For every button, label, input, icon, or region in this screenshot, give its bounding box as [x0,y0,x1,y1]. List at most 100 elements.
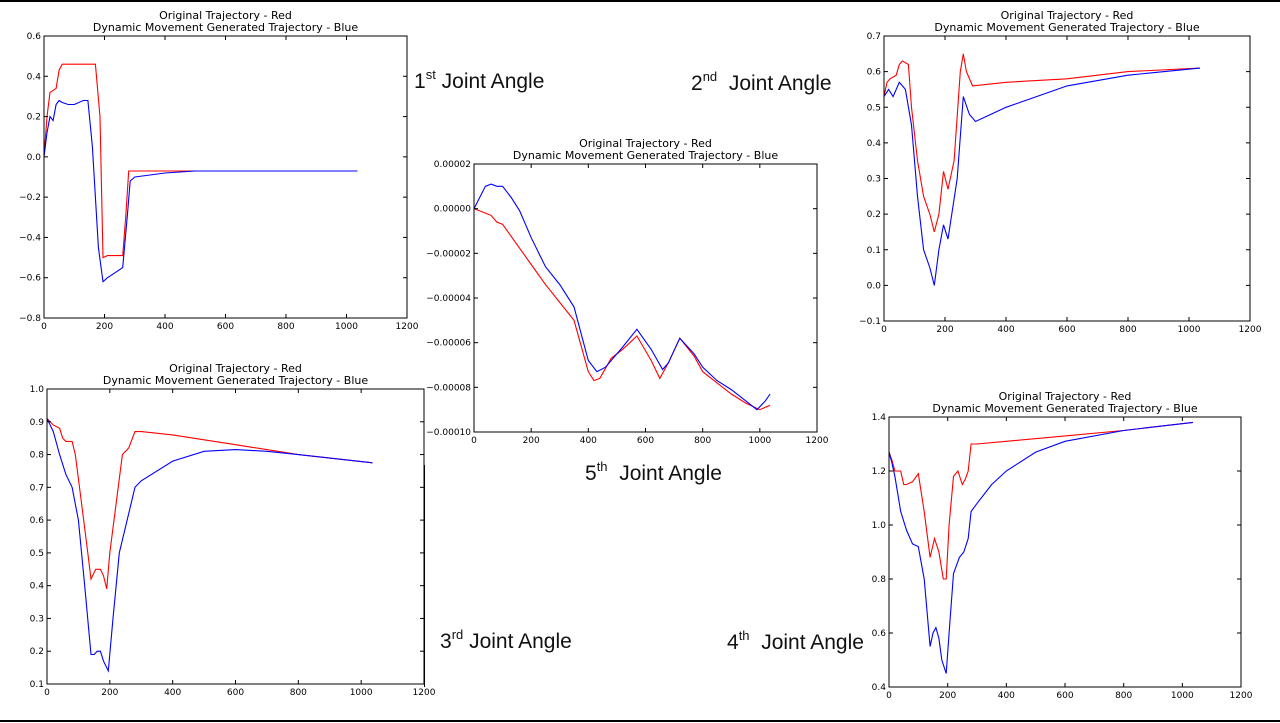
chart-subtitle: Dynamic Movement Generated Trajectory - … [513,149,778,162]
y-tick-label: 0.9 [30,418,45,428]
x-tick-label: 1200 [413,688,436,698]
x-tick-label: 800 [694,436,711,446]
caption-joint-1: 1st Joint Angle [414,67,545,93]
bottom-border-line [0,720,1280,722]
series-generated-line [47,418,373,673]
y-tick-label: 0.4 [872,683,887,693]
y-tick-label: 0.4 [27,72,42,82]
chart-title: Original Trajectory - Red [579,137,712,150]
x-tick-label: 200 [101,688,118,698]
x-tick-label: 0 [41,322,47,332]
y-tick-label: 0.8 [872,575,887,585]
x-tick-label: 0 [886,691,892,701]
x-tick-label: 200 [936,325,953,335]
chart-subtitle: Dynamic Movement Generated Trajectory - … [934,21,1199,34]
y-tick-label: 0.7 [30,483,44,493]
series-generated-line [44,99,358,283]
x-tick-label: 200 [939,691,956,701]
y-tick-label: 0.3 [867,175,881,185]
y-tick-label: 0.2 [30,647,44,657]
y-tick-label: 1.0 [872,521,887,531]
x-tick-label: 400 [156,322,173,332]
y-tick-label: −0.8 [19,314,41,324]
y-tick-label: −0.6 [19,274,41,284]
x-tick-label: 0 [881,325,887,335]
x-tick-label: 800 [1115,691,1132,701]
chart-title: Original Trajectory - Red [159,9,292,22]
series-original-line [47,418,373,590]
x-tick-label: 1000 [350,688,373,698]
y-tick-label: −0.00006 [426,339,471,349]
x-tick-label: 800 [1119,325,1136,335]
caption-joint-5: 5th Joint Angle [585,459,722,485]
y-tick-label: 1.4 [872,413,887,423]
y-tick-label: −0.1 [859,317,881,327]
chart-subtitle: Dynamic Movement Generated Trajectory - … [93,21,358,34]
x-tick-label: 1000 [335,322,358,332]
y-tick-label: 0.6 [872,629,887,639]
y-tick-label: 0.3 [30,614,44,624]
x-tick-label: 200 [523,436,540,446]
x-tick-label: 1000 [748,436,771,446]
y-tick-label: 0.1 [867,246,881,256]
y-tick-label: 0.00002 [434,160,471,170]
x-tick-label: 600 [227,688,244,698]
series-original-line [889,421,1193,580]
y-tick-label: 0.8 [30,451,45,461]
chart-subtitle: Dynamic Movement Generated Trajectory - … [103,374,368,387]
x-tick-label: 200 [96,322,113,332]
x-tick-label: 400 [164,688,181,698]
y-tick-label: 0.6 [30,516,45,526]
series-generated-line [884,67,1201,286]
series-original-line [884,53,1201,233]
y-tick-label: 0.4 [30,582,45,592]
x-tick-label: 600 [637,436,654,446]
y-tick-label: 0.6 [867,68,882,78]
y-tick-label: 0.5 [867,103,881,113]
x-tick-label: 1200 [1230,691,1253,701]
x-tick-label: 1200 [396,322,419,332]
series-generated-line [889,421,1193,674]
chart-title: Original Trajectory - Red [169,362,302,375]
y-tick-label: −0.00010 [426,428,471,438]
y-tick-label: 0.4 [867,139,882,149]
y-tick-label: −0.00002 [426,249,471,259]
x-tick-label: 1200 [1239,325,1262,335]
y-tick-label: 0.6 [27,32,42,42]
caption-joint-4: 4th Joint Angle [727,628,864,654]
series-generated-line [474,183,771,411]
chart-subtitle: Dynamic Movement Generated Trajectory - … [932,402,1197,415]
y-tick-label: 0.2 [867,210,881,220]
x-tick-label: 400 [580,436,597,446]
y-tick-label: 0.7 [867,32,881,42]
y-tick-label: 0.2 [27,113,41,123]
y-tick-label: −0.00004 [426,294,471,304]
x-tick-label: 800 [277,322,294,332]
x-tick-label: 1000 [1171,691,1194,701]
x-tick-label: 800 [290,688,307,698]
y-tick-label: 0.0 [27,153,42,163]
caption-joint-2: 2nd Joint Angle [691,69,832,95]
x-tick-label: 1200 [806,436,829,446]
x-tick-label: 600 [1056,691,1073,701]
y-tick-label: 0.0 [867,281,882,291]
x-tick-label: 400 [998,691,1015,701]
y-tick-label: −0.2 [19,193,41,203]
series-original-line [474,208,771,411]
x-tick-label: 400 [997,325,1014,335]
y-tick-label: −0.4 [19,233,41,243]
caption-joint-3: 3rd Joint Angle [440,627,572,653]
plot-frame [888,416,1242,688]
y-tick-label: −0.00008 [426,383,471,393]
x-tick-label: 1000 [1178,325,1201,335]
x-tick-label: 0 [471,436,477,446]
top-border-line [0,0,1280,2]
chart-title: Original Trajectory - Red [999,390,1132,403]
y-tick-label: 0.00000 [434,205,471,215]
series-original-line [44,63,358,259]
